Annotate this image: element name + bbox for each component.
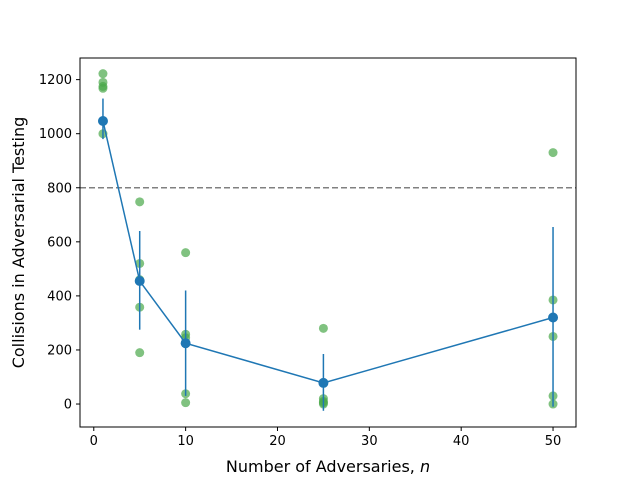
mean-point	[548, 312, 559, 323]
raw-point	[98, 69, 108, 79]
raw-point	[135, 348, 145, 358]
raw-point	[181, 248, 191, 258]
mean-point	[180, 338, 191, 349]
x-tick-label: 20	[269, 434, 286, 449]
raw-point	[135, 197, 145, 207]
y-tick-label: 200	[47, 343, 72, 358]
mean-line	[102, 120, 554, 384]
y-tick-label: 600	[47, 235, 72, 250]
x-ticks: 0 10 20 30 40 50	[90, 427, 562, 449]
mean-point	[134, 276, 145, 287]
y-tick-label: 1000	[39, 127, 72, 142]
raw-point	[548, 148, 558, 158]
raw-point	[318, 323, 328, 333]
raw-points-layer	[98, 69, 558, 409]
x-tick-label: 10	[177, 434, 194, 449]
error-bars-layer	[102, 98, 554, 411]
y-axis-label: Collisions in Adversarial Testing	[9, 117, 28, 369]
mean-point	[318, 377, 329, 388]
plot-frame	[79, 57, 577, 428]
x-axis-label: Number of Adversaries, n	[226, 457, 430, 476]
y-ticks: 0 200 400 600 800 1000 1200	[39, 73, 80, 413]
y-tick-label: 800	[47, 181, 72, 196]
mean-series-layer	[97, 115, 559, 388]
x-tick-label: 0	[90, 434, 98, 449]
x-axis-label-text: Number of Adversaries,	[226, 457, 420, 476]
raw-point	[181, 398, 191, 408]
x-tick-label: 30	[361, 434, 378, 449]
x-tick-label: 40	[453, 434, 470, 449]
y-tick-label: 0	[64, 398, 72, 413]
x-axis-label-variable: n	[420, 457, 430, 476]
x-tick-label: 50	[545, 434, 562, 449]
mean-point	[97, 115, 108, 126]
y-tick-label: 400	[47, 289, 72, 304]
y-tick-label: 1200	[39, 73, 72, 88]
raw-point	[98, 83, 108, 93]
